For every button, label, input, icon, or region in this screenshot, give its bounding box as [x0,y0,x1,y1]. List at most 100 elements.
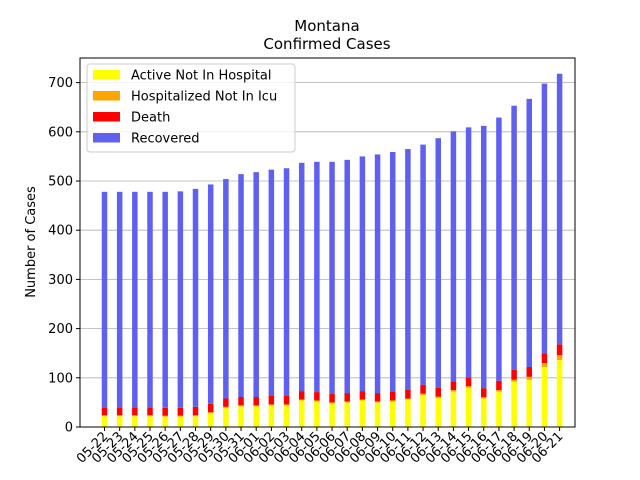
bar-segment [541,83,548,354]
legend-label: Hospitalized Not In Icu [131,90,277,105]
bar-segment [253,405,259,407]
bar-segment [405,389,411,399]
bar-segment [268,169,275,397]
bar-segment [314,161,320,393]
bar-segment [450,131,457,382]
bar-segment [389,391,396,401]
bar-segment [511,379,517,382]
bar-segment [435,387,441,397]
bar-segment [162,415,168,417]
bar-segment [162,191,168,408]
bar-segment [374,401,381,403]
bar-segment [132,407,138,416]
bar-segment [268,396,275,405]
bar-segment [556,355,563,361]
bar-segment [481,398,487,427]
bar-segment [268,404,275,406]
bar-segment [268,405,275,427]
bar-segment [147,191,153,408]
bar-segment [329,394,335,403]
legend-label: Recovered [131,132,200,147]
y-tick-label: 700 [48,76,73,91]
bar-segment [389,401,396,427]
bar-segment [298,391,305,400]
bar-segment [359,399,366,401]
bar-segment [481,388,487,397]
bar-segment [405,398,411,400]
y-tick-label: 300 [48,273,73,288]
bar-segment [450,390,457,392]
bar-segment [192,406,199,416]
bar-segment [101,416,108,427]
bar-segment [314,392,320,401]
bar-segment [329,161,335,395]
bar-segment [420,393,426,396]
bar-segment [177,191,184,408]
bar-segment [359,156,366,392]
bar-segment [481,396,487,399]
bar-segment [207,412,214,414]
y-tick-label: 400 [48,224,73,239]
bar-segment [465,127,472,378]
bar-segment [101,415,108,417]
bar-segment [526,376,533,380]
legend-swatch [93,133,120,143]
bar-segment [496,390,502,392]
bar-segment [389,400,396,402]
bar-segment [177,415,184,417]
y-axis: 0 100 200 300 400 500 600 700 [48,76,80,436]
bar-segment [132,415,138,417]
bar-segment [556,73,563,345]
bar-segment [344,401,350,403]
legend-swatch [93,112,120,122]
bar-segment [238,405,244,407]
bar-segment [374,402,381,427]
legend-label: Active Not In Hospital [131,69,272,84]
bar-segment [435,397,441,427]
legend-swatch [93,91,120,101]
bar-segment [359,391,366,400]
y-tick-label: 600 [48,125,73,140]
chart-subtitle: Confirmed Cases [263,35,390,53]
bar-segment [207,403,214,413]
bars [101,73,563,427]
bar-segment [207,413,214,427]
bar-segment [238,406,244,427]
bar-segment [132,416,138,427]
bar-segment [465,386,472,388]
bar-segment [556,360,563,427]
bar-segment [207,184,214,404]
bar-segment [177,416,184,427]
bar-segment [496,391,502,427]
bar-segment [253,172,259,397]
bar-segment [192,188,199,407]
bar-segment [541,353,548,364]
bar-segment [283,168,290,397]
chart-title: Montana [294,17,359,35]
bar-segment [526,98,533,367]
bar-segment [101,407,108,416]
bar-segment [101,191,108,408]
bar-segment [541,366,548,427]
bar-segment [389,151,396,392]
bar-segment [405,399,411,427]
bar-segment [541,363,548,367]
bar-segment [314,400,320,402]
bar-segment [526,366,533,377]
bar-segment [283,404,290,406]
bar-segment [298,162,305,392]
y-tick-label: 0 [65,421,73,436]
bar-segment [283,396,290,405]
bar-segment [496,380,502,391]
bar-segment [147,407,153,416]
bar-segment [223,406,229,408]
bar-segment [116,415,123,417]
bar-segment [511,369,517,380]
bar-segment [298,400,305,427]
bar-segment [223,179,229,399]
legend-swatch [93,70,120,80]
bar-segment [162,416,168,427]
bar-segment [238,396,244,406]
bar-segment [374,154,381,394]
